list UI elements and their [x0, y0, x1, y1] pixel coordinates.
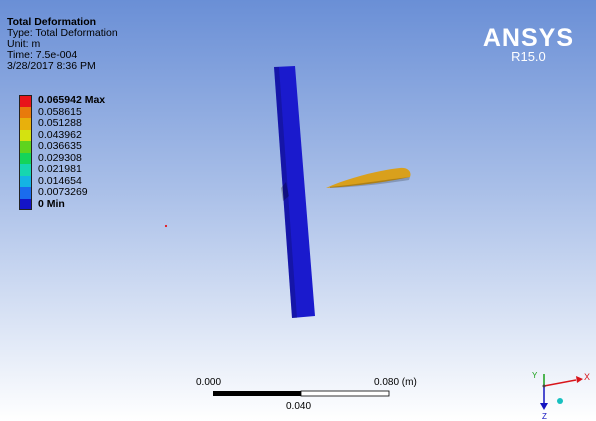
x-axis-arrow-icon	[576, 376, 583, 383]
plate-face	[274, 66, 315, 318]
result-title: Total Deformation	[7, 16, 97, 28]
legend-swatch	[19, 164, 32, 176]
result-type: Type: Total Deformation	[7, 27, 118, 39]
scale-end-label: 0.080 (m)	[374, 377, 417, 388]
legend-label: 0.036635	[38, 140, 82, 152]
legend-swatch	[19, 118, 32, 130]
legend-label: 0.029308	[38, 151, 82, 164]
legend-swatch	[19, 198, 32, 210]
plate-edge-shade	[274, 67, 297, 318]
legend-label: 0.065942 Max	[38, 94, 106, 106]
point-marker	[164, 224, 168, 228]
legend-label: 0.021981	[38, 163, 82, 175]
deformed-plate[interactable]	[274, 66, 315, 318]
brand-version: R15.0	[511, 49, 546, 64]
projectile[interactable]	[326, 167, 411, 188]
z-axis-label: Z	[542, 412, 547, 420]
result-unit: Unit: m	[7, 38, 41, 50]
scale-segment-filled	[213, 391, 301, 396]
result-time: Time: 7.5e-004	[7, 49, 78, 61]
x-axis-label: X	[584, 372, 590, 382]
legend-label: 0.0073269	[38, 186, 88, 198]
x-axis-line	[543, 379, 577, 387]
legend-label: 0.043962	[38, 128, 82, 141]
legend-swatch	[19, 175, 32, 187]
legend-label: 0.051288	[38, 117, 82, 129]
z-axis-arrow-icon	[540, 403, 548, 410]
result-details: Total Deformation Type: Total Deformatio…	[7, 17, 118, 72]
triad-sphere-icon	[557, 398, 563, 404]
scale-start-label: 0.000	[196, 377, 222, 388]
legend-label: 0.014654	[38, 174, 82, 187]
scale-ruler: 0.000 0.080 (m) 0.040	[196, 377, 436, 417]
y-axis-label: Y	[532, 371, 538, 380]
scale-segment-empty	[300, 390, 390, 397]
triad-origin	[542, 384, 546, 388]
legend-swatch	[19, 106, 32, 118]
legend-label: 0.058615	[38, 105, 82, 118]
legend-swatch	[19, 95, 32, 107]
projectile-shade	[330, 177, 410, 188]
legend-swatch	[19, 152, 32, 164]
legend-label: 0 Min	[38, 197, 65, 210]
axis-triad[interactable]: X Y Z	[528, 368, 590, 420]
legend-swatch	[19, 141, 32, 153]
brand-name: ANSYS	[482, 24, 574, 52]
scale-bar	[213, 390, 390, 397]
legend-swatch	[19, 129, 32, 141]
result-date: 3/28/2017 8:36 PM	[7, 60, 96, 72]
ansys-logo: ANSYS R15.0	[482, 24, 574, 64]
projectile-body	[326, 167, 411, 188]
legend-swatch	[19, 187, 32, 199]
scale-mid-label: 0.040	[286, 401, 312, 412]
plate-bulge	[281, 182, 289, 201]
